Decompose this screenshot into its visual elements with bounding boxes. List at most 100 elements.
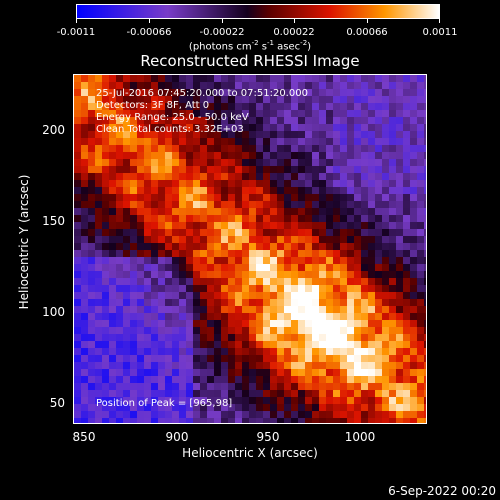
heatmap-pixel bbox=[172, 299, 179, 306]
heatmap-pixel bbox=[284, 82, 291, 89]
heatmap-pixel bbox=[123, 397, 130, 404]
heatmap-pixel bbox=[242, 264, 249, 271]
heatmap-pixel bbox=[361, 75, 368, 82]
heatmap-pixel bbox=[130, 173, 137, 180]
heatmap-pixel bbox=[347, 145, 354, 152]
heatmap-pixel bbox=[312, 75, 319, 82]
heatmap-pixel bbox=[74, 117, 81, 124]
heatmap-pixel bbox=[417, 411, 424, 418]
heatmap-pixel bbox=[249, 327, 256, 334]
heatmap-pixel bbox=[193, 173, 200, 180]
heatmap-pixel bbox=[389, 229, 396, 236]
heatmap-pixel bbox=[333, 180, 340, 187]
timestamp: 6-Sep-2022 00:20 bbox=[388, 484, 496, 498]
heatmap-pixel bbox=[361, 404, 368, 411]
heatmap-pixel bbox=[361, 327, 368, 334]
heatmap-pixel bbox=[95, 418, 102, 423]
heatmap-pixel bbox=[340, 194, 347, 201]
heatmap-pixel bbox=[368, 355, 375, 362]
heatmap-pixel bbox=[403, 229, 410, 236]
heatmap-pixel bbox=[256, 173, 263, 180]
heatmap-pixel bbox=[186, 397, 193, 404]
heatmap-pixel bbox=[88, 320, 95, 327]
heatmap-pixel bbox=[81, 89, 88, 96]
heatmap-pixel bbox=[109, 145, 116, 152]
heatmap-pixel bbox=[102, 285, 109, 292]
heatmap-pixel bbox=[319, 187, 326, 194]
heatmap-pixel bbox=[144, 306, 151, 313]
heatmap-pixel bbox=[396, 222, 403, 229]
heatmap-pixel bbox=[256, 418, 263, 423]
y-tick-label: 50 bbox=[49, 396, 65, 410]
heatmap-pixel bbox=[186, 75, 193, 82]
heatmap-pixel bbox=[221, 411, 228, 418]
heatmap-pixel bbox=[165, 96, 172, 103]
heatmap-pixel bbox=[242, 96, 249, 103]
heatmap-pixel bbox=[109, 278, 116, 285]
heatmap-pixel bbox=[354, 383, 361, 390]
heatmap-pixel bbox=[396, 159, 403, 166]
heatmap-pixel bbox=[186, 278, 193, 285]
heatmap-pixel bbox=[333, 355, 340, 362]
heatmap-pixel bbox=[298, 320, 305, 327]
heatmap-pixel bbox=[130, 306, 137, 313]
heatmap-pixel bbox=[305, 369, 312, 376]
heatmap-pixel bbox=[403, 173, 410, 180]
heatmap-pixel bbox=[137, 341, 144, 348]
heatmap-pixel bbox=[116, 159, 123, 166]
heatmap-pixel bbox=[151, 103, 158, 110]
heatmap-pixel bbox=[116, 117, 123, 124]
heatmap-pixel bbox=[193, 96, 200, 103]
heatmap-pixel bbox=[368, 397, 375, 404]
heatmap-pixel bbox=[277, 96, 284, 103]
heatmap-pixel bbox=[221, 264, 228, 271]
heatmap-pixel bbox=[312, 180, 319, 187]
heatmap-pixel bbox=[326, 236, 333, 243]
heatmap-pixel bbox=[186, 187, 193, 194]
heatmap-pixel bbox=[130, 194, 137, 201]
heatmap-pixel bbox=[95, 159, 102, 166]
heatmap-pixel bbox=[151, 250, 158, 257]
heatmap-pixel bbox=[151, 320, 158, 327]
heatmap-pixel bbox=[158, 103, 165, 110]
heatmap-pixel bbox=[284, 166, 291, 173]
heatmap-pixel bbox=[102, 418, 109, 423]
heatmap-pixel bbox=[207, 145, 214, 152]
heatmap-pixel bbox=[158, 271, 165, 278]
heatmap-pixel bbox=[235, 138, 242, 145]
heatmap-pixel bbox=[165, 369, 172, 376]
heatmap-pixel bbox=[312, 110, 319, 117]
heatmap-pixel bbox=[214, 362, 221, 369]
heatmap-pixel bbox=[333, 341, 340, 348]
heatmap-pixel bbox=[165, 124, 172, 131]
heatmap-pixel bbox=[256, 369, 263, 376]
heatmap-pixel bbox=[200, 355, 207, 362]
heatmap-pixel bbox=[284, 257, 291, 264]
heatmap-pixel bbox=[291, 131, 298, 138]
heatmap-pixel bbox=[158, 404, 165, 411]
heatmap-pixel bbox=[207, 82, 214, 89]
heatmap-pixel bbox=[284, 397, 291, 404]
heatmap-pixel bbox=[200, 75, 207, 82]
heatmap-pixel bbox=[256, 236, 263, 243]
heatmap-pixel bbox=[312, 320, 319, 327]
heatmap-pixel bbox=[249, 159, 256, 166]
heatmap-pixel bbox=[347, 334, 354, 341]
heatmap-pixel bbox=[249, 390, 256, 397]
heatmap-pixel bbox=[200, 124, 207, 131]
heatmap-pixel bbox=[123, 264, 130, 271]
heatmap-pixel bbox=[81, 75, 88, 82]
heatmap-pixel bbox=[368, 383, 375, 390]
heatmap-pixel bbox=[221, 355, 228, 362]
heatmap-pixel bbox=[340, 348, 347, 355]
heatmap-pixel bbox=[382, 257, 389, 264]
heatmap-pixel bbox=[214, 292, 221, 299]
heatmap-pixel bbox=[151, 362, 158, 369]
heatmap-pixel bbox=[242, 285, 249, 292]
heatmap-pixel bbox=[326, 208, 333, 215]
heatmap-pixel bbox=[312, 117, 319, 124]
heatmap-pixel bbox=[284, 201, 291, 208]
heatmap-pixel bbox=[326, 180, 333, 187]
heatmap-pixel bbox=[207, 166, 214, 173]
heatmap-pixel bbox=[256, 278, 263, 285]
